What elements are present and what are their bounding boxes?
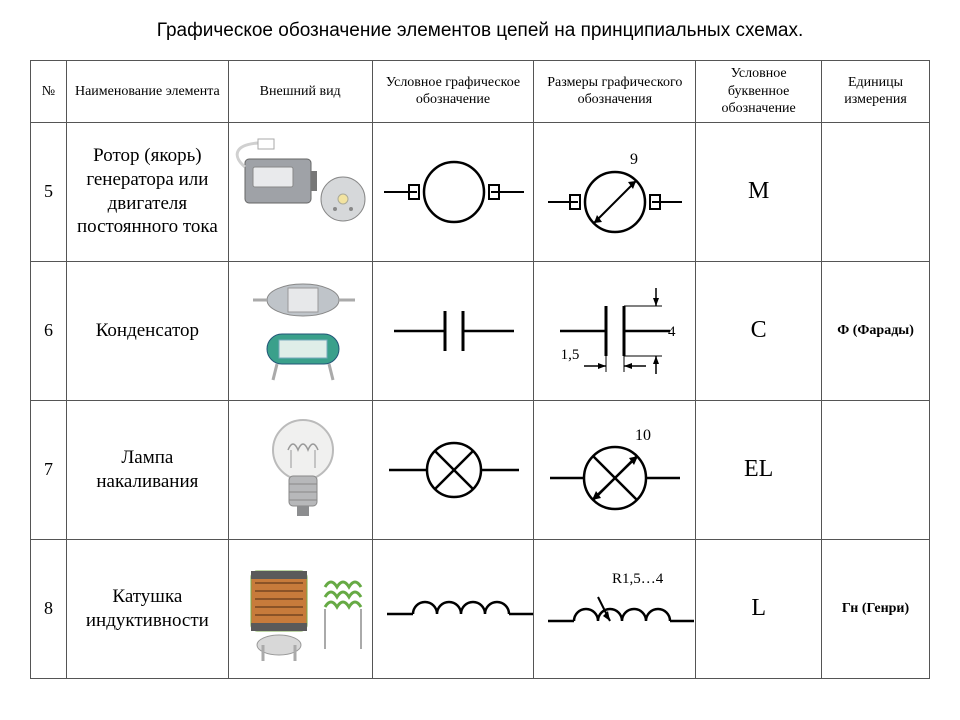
row-unit	[822, 122, 930, 261]
table-row: 6 Конденсатор	[31, 261, 930, 400]
col-unit: Единицы измерения	[822, 61, 930, 123]
row-num: 7	[31, 400, 67, 539]
symbol-capacitor	[372, 261, 534, 400]
inductor-photo-icon	[233, 549, 373, 669]
motor-symbol-icon	[379, 147, 529, 237]
capacitor-symbol-icon	[379, 286, 529, 376]
col-num: №	[31, 61, 67, 123]
row-letter: EL	[696, 400, 822, 539]
components-table: № Наименование элемента Внешний вид Усло…	[30, 60, 930, 679]
table-row: 7 Лампа накаливания	[31, 400, 930, 539]
row-name: Конденсатор	[66, 261, 228, 400]
photo-inductor	[228, 539, 372, 678]
dims-lamp: 10	[534, 400, 696, 539]
row-num: 6	[31, 261, 67, 400]
row-unit: Гн (Генри)	[822, 539, 930, 678]
header-row: № Наименование элемента Внешний вид Усло…	[31, 61, 930, 123]
capacitor-dims-icon: 1,5 4	[540, 276, 700, 386]
row-letter: L	[696, 539, 822, 678]
table-row: 5 Ротор (якорь) генератора или двигателя…	[31, 122, 930, 261]
lamp-dims-icon: 10	[540, 420, 690, 520]
row-unit	[822, 400, 930, 539]
lamp-photo-icon	[233, 410, 373, 530]
dims-motor: 9	[534, 122, 696, 261]
col-symbol: Условное графическое обозначение	[372, 61, 534, 123]
inductor-dims-icon: R1,5…4	[540, 559, 700, 659]
row-letter: C	[696, 261, 822, 400]
row-num: 5	[31, 122, 67, 261]
row-name: Ротор (якорь) генератора или двигателя п…	[66, 122, 228, 261]
dims-capacitor: 1,5 4	[534, 261, 696, 400]
motor-photo-icon	[233, 137, 373, 247]
dim-v: 4	[668, 324, 676, 340]
inductor-symbol-icon	[379, 569, 539, 649]
capacitor-photo-icon	[233, 276, 373, 386]
symbol-motor	[372, 122, 534, 261]
photo-lamp	[228, 400, 372, 539]
lamp-symbol-icon	[379, 425, 529, 515]
dims-inductor: R1,5…4	[534, 539, 696, 678]
dim-label: 10	[635, 427, 651, 444]
row-num: 8	[31, 539, 67, 678]
symbol-lamp	[372, 400, 534, 539]
dim-label: 9	[630, 151, 638, 168]
row-letter: M	[696, 122, 822, 261]
symbol-inductor	[372, 539, 534, 678]
table-row: 8 Катушка индуктивности	[31, 539, 930, 678]
page-title: Графическое обозначение элементов цепей …	[30, 20, 930, 42]
dim-h: 1,5	[561, 347, 580, 363]
col-dims: Размеры графического обозначения	[534, 61, 696, 123]
photo-capacitor	[228, 261, 372, 400]
col-letter: Условное буквенное обозначение	[696, 61, 822, 123]
motor-dims-icon: 9	[540, 142, 690, 242]
col-name: Наименование элемента	[66, 61, 228, 123]
row-name: Катушка индуктивности	[66, 539, 228, 678]
row-name: Лампа накаливания	[66, 400, 228, 539]
row-unit: Ф (Фарады)	[822, 261, 930, 400]
dim-label: R1,5…4	[612, 571, 664, 587]
col-photo: Внешний вид	[228, 61, 372, 123]
photo-motor	[228, 122, 372, 261]
